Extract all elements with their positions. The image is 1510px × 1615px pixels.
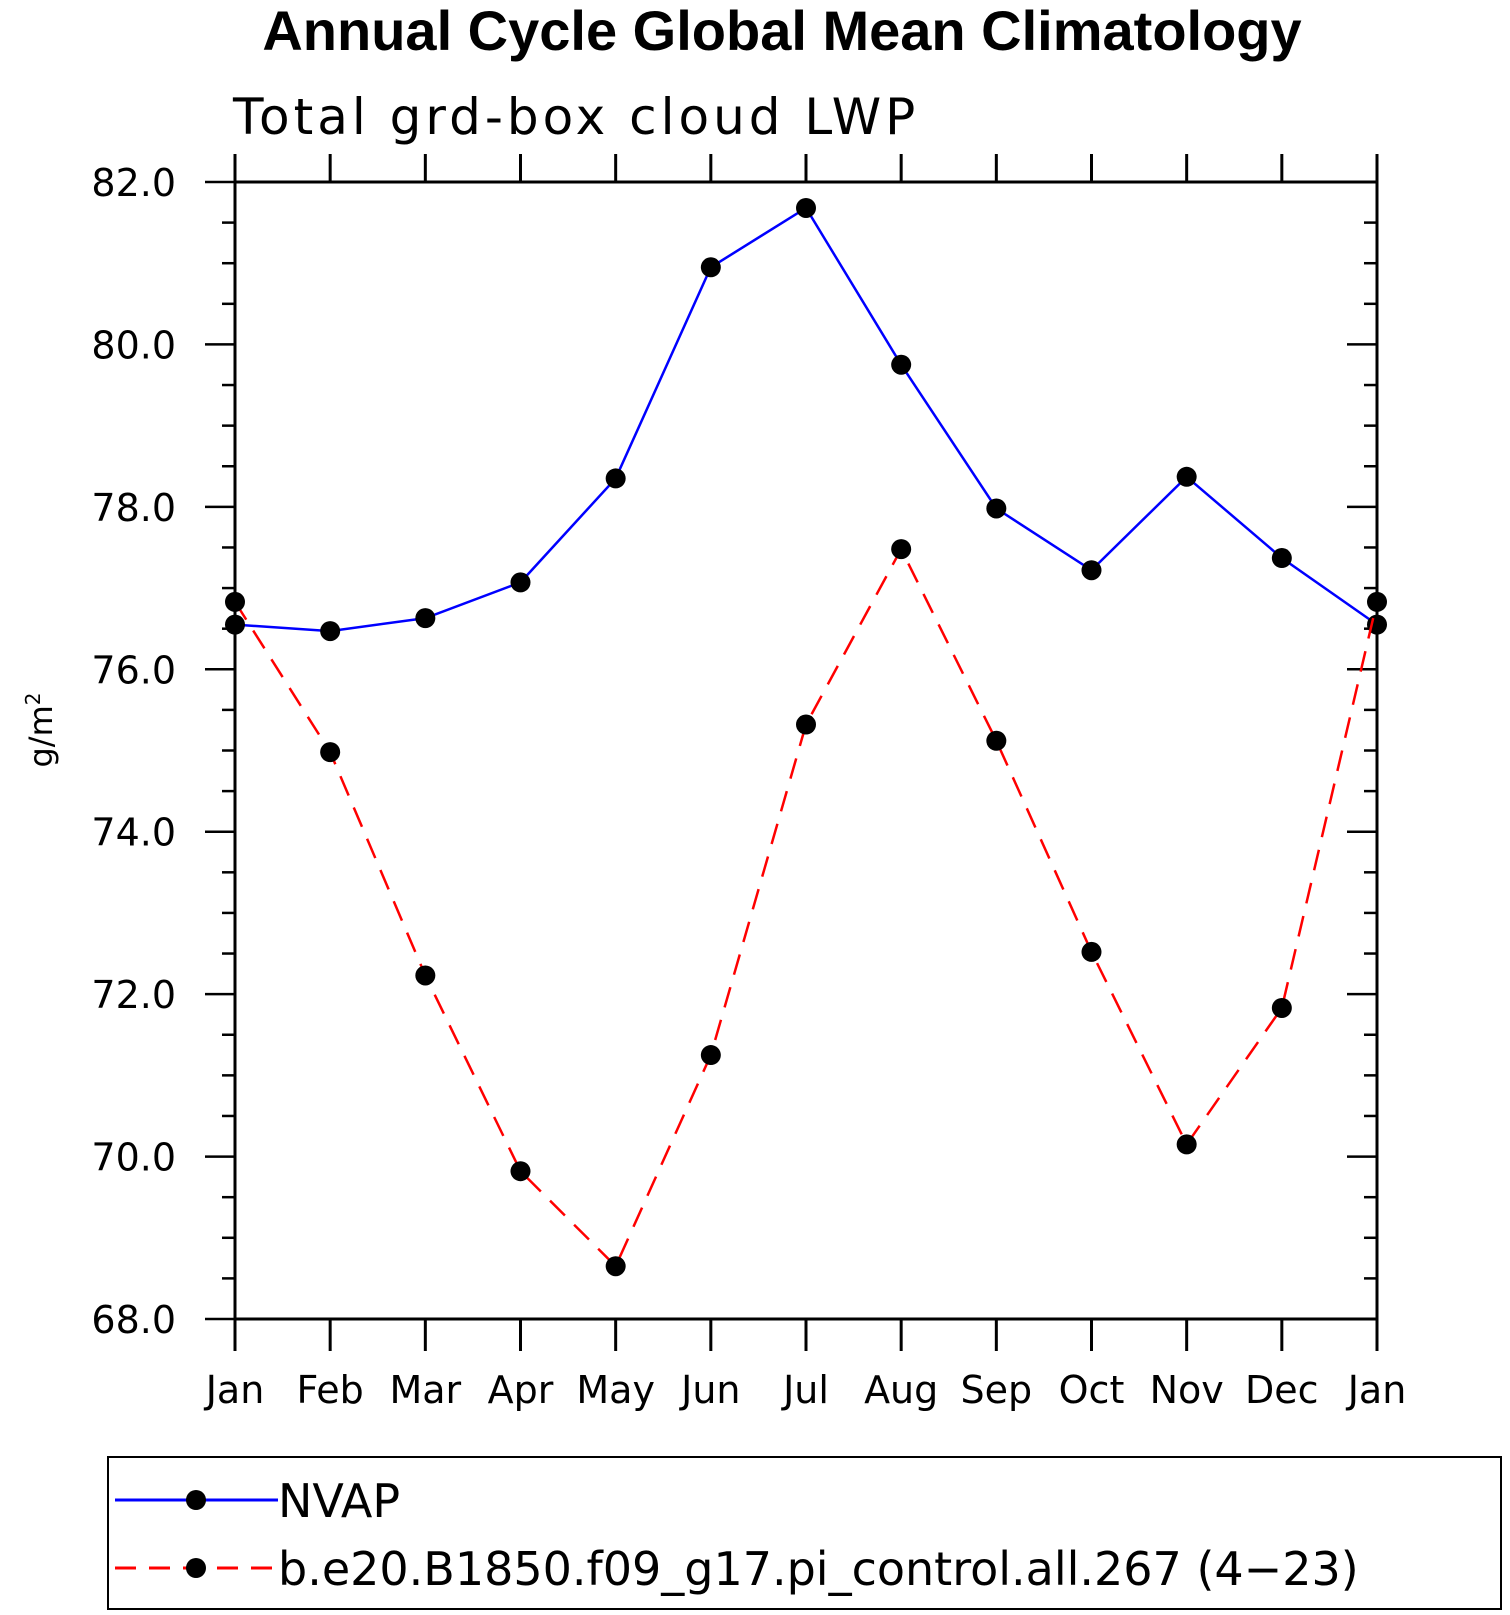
legend-marker-nvap xyxy=(186,1490,206,1510)
x-tick-label: May xyxy=(576,1368,655,1412)
data-series xyxy=(225,197,1387,1277)
y-tick-label: 74.0 xyxy=(91,811,176,855)
x-tick-label: Jul xyxy=(781,1368,829,1412)
x-tick-label: Nov xyxy=(1150,1368,1224,1412)
data-point-series-1 xyxy=(320,742,341,763)
x-tick-label: Mar xyxy=(389,1368,461,1412)
x-tick-label: Jan xyxy=(1346,1368,1407,1412)
data-point-series-0 xyxy=(1176,466,1197,487)
data-point-series-1 xyxy=(1367,591,1387,612)
chart-title: Annual Cycle Global Mean Climatology xyxy=(262,0,1301,62)
series-line-1 xyxy=(233,546,1379,1269)
data-point-series-0 xyxy=(320,621,341,642)
data-point-series-1 xyxy=(1271,997,1292,1018)
data-point-series-1 xyxy=(510,1161,531,1182)
legend-marker-model xyxy=(186,1558,206,1578)
data-point-series-0 xyxy=(796,197,816,218)
plot-frame xyxy=(233,180,1379,1321)
y-tick-labels: 68.0 70.0 72.0 74.0 76.0 78.0 80.0 82.0 xyxy=(91,161,176,1342)
x-tick-label: Sep xyxy=(961,1368,1033,1412)
data-point-series-0 xyxy=(415,608,436,629)
data-point-series-0 xyxy=(510,572,531,593)
data-point-series-1 xyxy=(700,1045,721,1066)
x-tick-label: Apr xyxy=(488,1368,554,1412)
x-tick-labels: Jan Feb Mar Apr May Jun Jul Aug Sep Oct Nov Dec Jan xyxy=(204,1368,1407,1412)
legend-label-nvap: NVAP xyxy=(278,1474,400,1528)
x-tick-label: Jun xyxy=(679,1368,740,1412)
y-tick-label: 80.0 xyxy=(91,323,176,367)
data-point-series-0 xyxy=(986,498,1007,519)
legend: NVAP b.e20.B1850.f09_g17.pi_control.all.… xyxy=(107,1456,1502,1610)
y-axis-label-text: g/m xyxy=(22,705,60,767)
axis-ticks xyxy=(205,154,1379,1351)
series-line-0 xyxy=(234,206,1378,633)
data-point-series-1 xyxy=(986,730,1007,751)
data-point-series-0 xyxy=(1081,560,1102,581)
data-point-series-1 xyxy=(796,714,816,735)
svg-text:g/m2: g/m2 xyxy=(21,693,60,768)
data-point-series-1 xyxy=(1081,941,1102,962)
legend-label-model: b.e20.B1850.f09_g17.pi_control.all.267 (… xyxy=(278,1542,1359,1596)
chart-subtitle: Total grd-box cloud LWP xyxy=(232,88,919,146)
legend-frame xyxy=(107,1456,1502,1610)
x-tick-label: Oct xyxy=(1059,1368,1125,1412)
y-axis-label-superscript: 2 xyxy=(21,693,45,706)
data-point-series-1 xyxy=(891,539,912,560)
data-point-series-0 xyxy=(1271,548,1292,569)
y-tick-label: 78.0 xyxy=(91,486,176,530)
data-point-series-1 xyxy=(225,591,245,612)
data-point-series-1 xyxy=(605,1256,626,1277)
data-point-series-0 xyxy=(605,468,626,489)
y-tick-label: 82.0 xyxy=(91,161,176,205)
y-tick-label: 76.0 xyxy=(91,648,176,692)
x-tick-label: Feb xyxy=(297,1368,364,1412)
y-axis-label: g/m2 xyxy=(21,693,60,768)
data-point-series-1 xyxy=(415,965,436,986)
y-tick-label: 70.0 xyxy=(91,1136,176,1180)
x-tick-label: Aug xyxy=(864,1368,938,1412)
data-point-series-0 xyxy=(700,257,721,278)
x-tick-label: Dec xyxy=(1245,1368,1319,1412)
y-tick-label: 68.0 xyxy=(91,1298,176,1342)
data-point-series-0 xyxy=(891,354,912,375)
x-tick-label: Jan xyxy=(204,1368,265,1412)
data-point-series-1 xyxy=(1176,1134,1197,1155)
y-tick-label: 72.0 xyxy=(91,973,176,1017)
data-point-series-0 xyxy=(225,614,245,635)
